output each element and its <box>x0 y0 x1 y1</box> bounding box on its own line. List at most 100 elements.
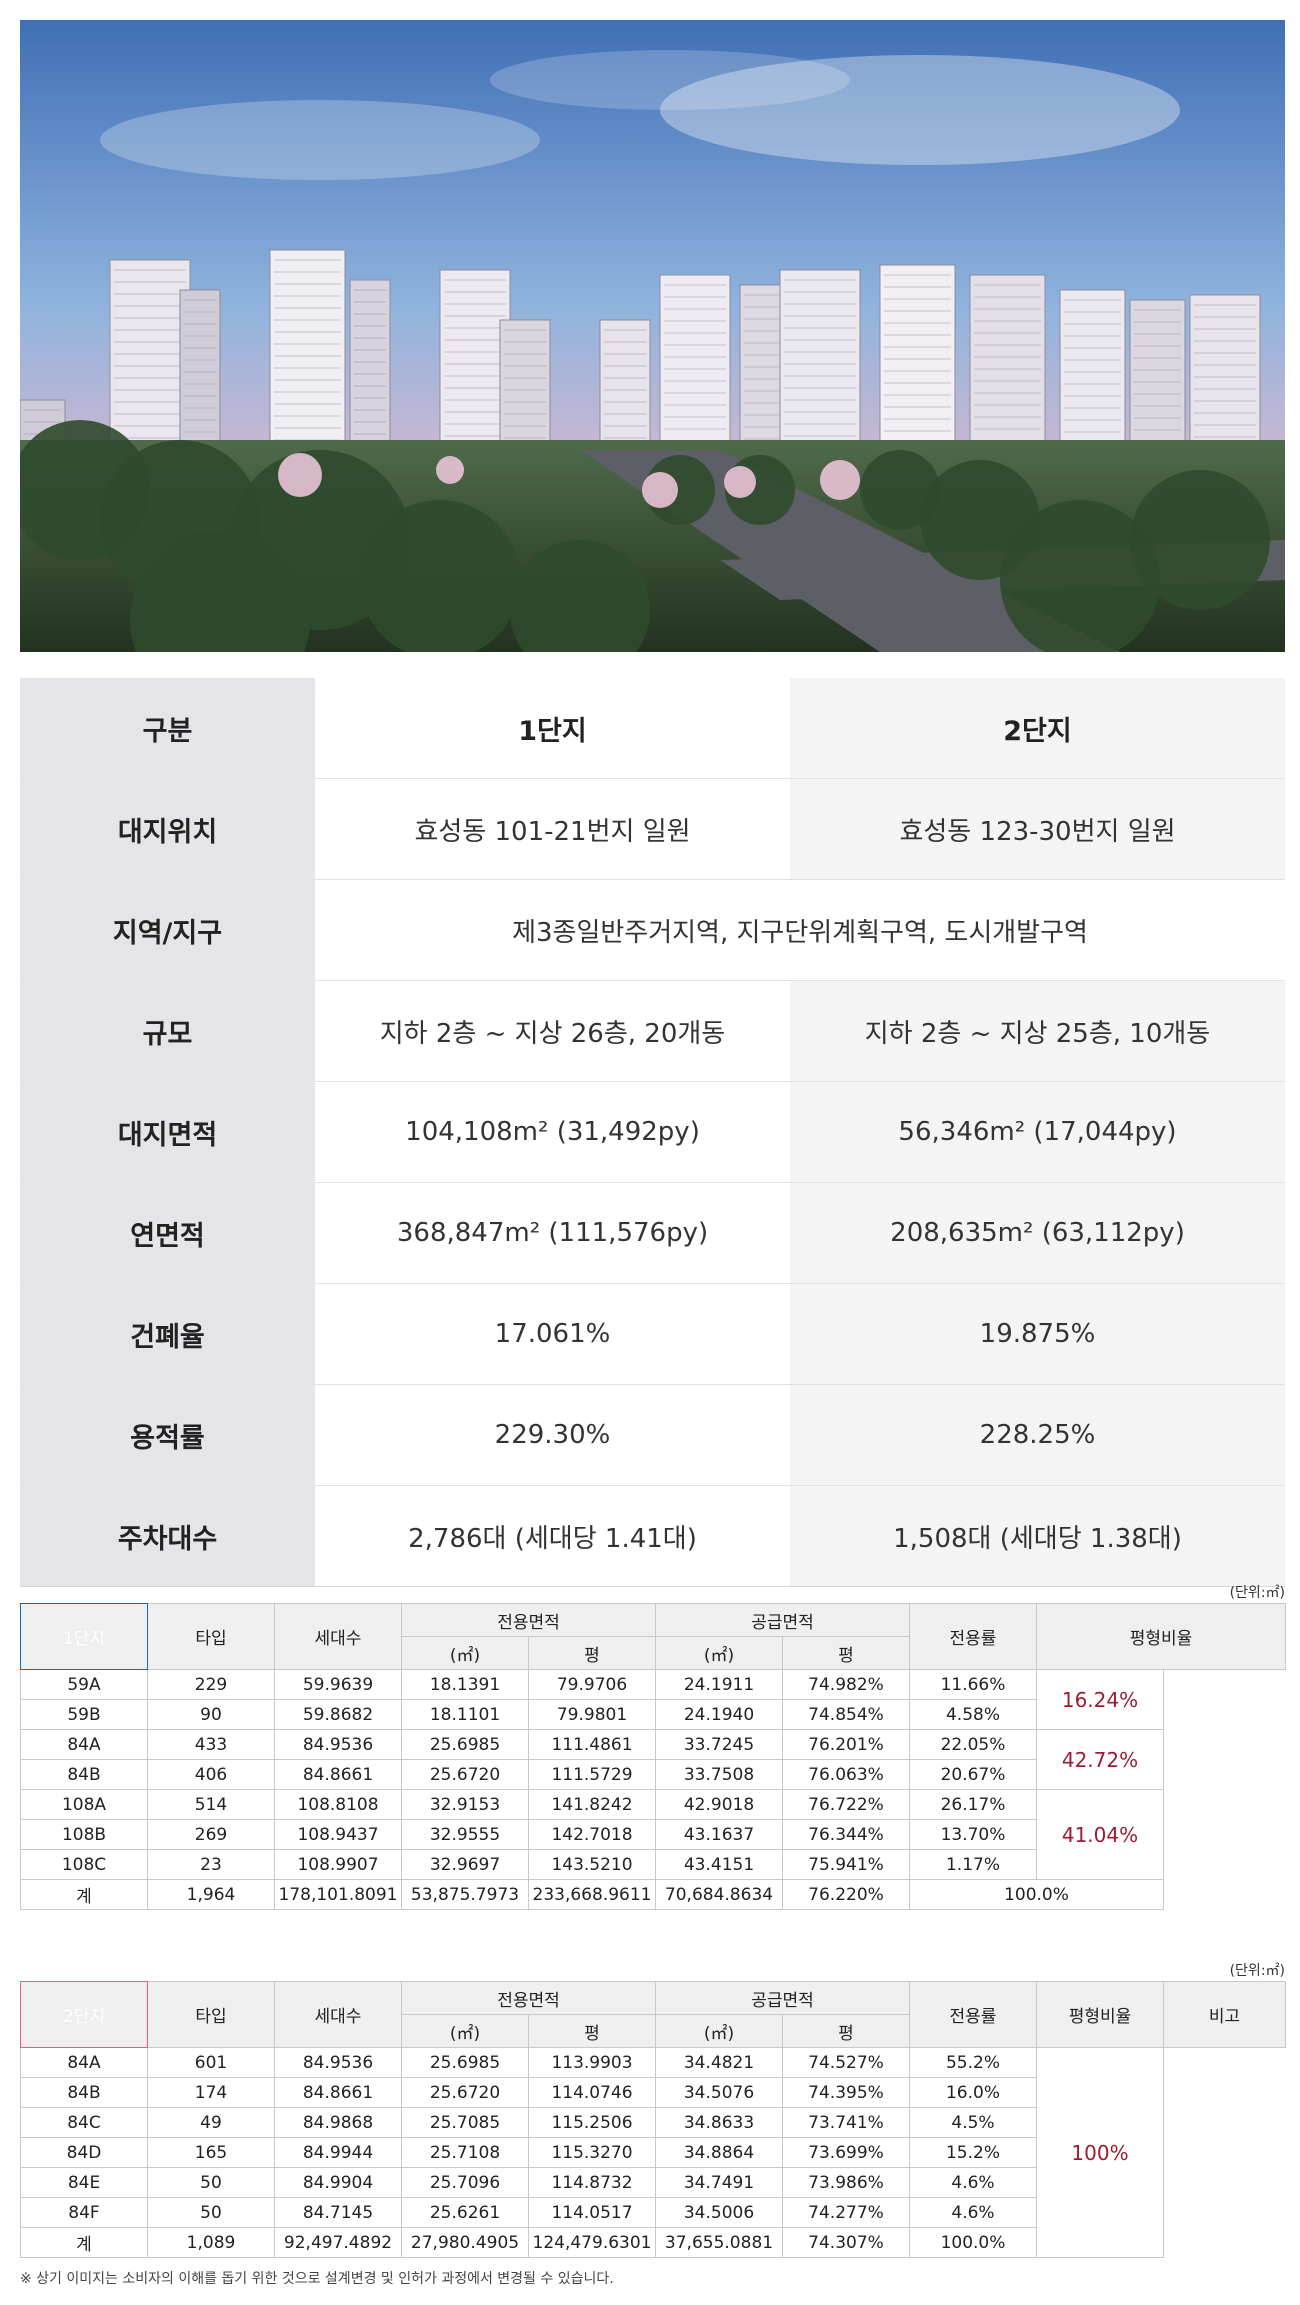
total-cell-households: 1,964 <box>147 1879 275 1910</box>
table-subheader-row: (㎡) 평 (㎡) 평 <box>21 1636 1286 1670</box>
cell-exclusive-sqm: 84.7145 <box>274 2197 402 2228</box>
overview-value-complex2: 1,508대 (세대당 1.38대) <box>790 1485 1285 1587</box>
cell-exclusive-pyeong: 25.6985 <box>401 2047 529 2078</box>
cell-type-ratio: 22.05% <box>909 1729 1037 1760</box>
unit-note: (단위:㎡) <box>1229 1963 1285 1979</box>
cell-exclusive-rate: 74.854% <box>782 1699 910 1730</box>
total-cell-type: 계 <box>20 2227 148 2258</box>
table-header-row: 2단지 타입 세대수 전용면적 공급면적 전용률 평형비율 비고 <box>20 1981 1286 2048</box>
cell-type: 84F <box>20 2197 148 2228</box>
cell-exclusive-sqm: 59.8682 <box>274 1699 402 1730</box>
cell-supply-pyeong: 24.1940 <box>655 1699 783 1730</box>
cell-exclusive-rate: 74.982% <box>782 1669 910 1700</box>
col-sqm: (㎡) <box>401 2014 529 2048</box>
cell-group-ratio: 16.24% <box>1036 1669 1164 1730</box>
cell-households: 229 <box>147 1669 275 1700</box>
cell-supply-pyeong: 43.1637 <box>655 1819 783 1850</box>
cell-type-ratio: 11.66% <box>909 1669 1037 1700</box>
cell-exclusive-rate: 73.699% <box>782 2137 910 2168</box>
overview-value-complex2: 효성동 123-30번지 일원 <box>790 778 1285 880</box>
cell-supply-sqm: 79.9706 <box>528 1669 656 1700</box>
total-cell-exclusive-sqm: 92,497.4892 <box>274 2227 402 2258</box>
cell-supply-pyeong: 34.7491 <box>655 2167 783 2198</box>
cell-exclusive-rate: 74.395% <box>782 2077 910 2108</box>
table-row: 84A 433 84.9536 25.6985 111.4861 33.7245 76.20… <box>20 1729 1286 1790</box>
col-exclusive-area: 전용면적 <box>401 1603 656 1637</box>
cell-remarks: 100% <box>1036 2047 1164 2258</box>
table-total-row: 계 1,964 178,101.8091 53,875.7973 233,668.961… <box>20 1879 1286 1910</box>
cell-exclusive-sqm: 84.9944 <box>274 2137 402 2168</box>
cell-exclusive-rate: 73.741% <box>782 2107 910 2138</box>
cell-exclusive-sqm: 84.9904 <box>274 2167 402 2198</box>
table-row: 84C 49 84.9868 25.7085 115.2506 34.8633 73.741… <box>20 2107 1286 2138</box>
cell-supply-pyeong: 33.7508 <box>655 1759 783 1790</box>
cell-households: 50 <box>147 2197 275 2228</box>
cell-supply-pyeong: 34.8633 <box>655 2107 783 2138</box>
cell-households: 514 <box>147 1789 275 1820</box>
cell-exclusive-sqm: 108.9907 <box>274 1849 402 1880</box>
total-cell-type-ratio: 100.0% <box>909 2227 1037 2258</box>
complex-overview-table: 구분 1단지 2단지 대지위치 효성동 101-21번지 일원 효성동 123-… <box>20 678 1285 1587</box>
cell-supply-sqm: 141.8242 <box>528 1789 656 1820</box>
total-cell-exclusive-rate: 76.220% <box>782 1879 910 1910</box>
cell-supply-sqm: 115.3270 <box>528 2137 656 2168</box>
cell-type-ratio: 55.2% <box>909 2047 1037 2078</box>
cell-supply-sqm: 114.0517 <box>528 2197 656 2228</box>
cell-exclusive-sqm: 84.9868 <box>274 2107 402 2138</box>
complex1-side-label: 1단지 <box>20 1603 148 1670</box>
cell-supply-sqm: 111.5729 <box>528 1759 656 1790</box>
col-supply-area: 공급면적 <box>655 1981 910 2015</box>
cell-supply-sqm: 143.5210 <box>528 1849 656 1880</box>
cell-type-ratio: 4.58% <box>909 1699 1037 1730</box>
overview-value-complex2: 208,635m² (63,112py) <box>790 1182 1285 1284</box>
cell-type: 84B <box>20 2077 148 2108</box>
overview-value-complex1: 17.061% <box>315 1283 790 1385</box>
overview-value-complex1: 지하 2층 ~ 지상 26층, 20개동 <box>315 980 790 1082</box>
cell-exclusive-pyeong: 32.9153 <box>401 1789 529 1820</box>
overview-value-complex2: 19.875% <box>790 1283 1285 1385</box>
overview-label-cell: 건폐율 <box>20 1283 315 1385</box>
total-cell-supply-sqm: 124,479.6301 <box>528 2227 656 2258</box>
cell-type-ratio: 26.17% <box>909 1789 1037 1820</box>
overview-row-site-area: 대지면적 104,108m² (31,492py) 56,346m² (17,0… <box>20 1081 1285 1183</box>
overview-value-complex1: 효성동 101-21번지 일원 <box>315 778 790 880</box>
cell-exclusive-pyeong: 25.6720 <box>401 1759 529 1790</box>
cell-supply-sqm: 111.4861 <box>528 1729 656 1760</box>
cell-supply-pyeong: 42.9018 <box>655 1789 783 1820</box>
overview-value-complex1: 104,108m² (31,492py) <box>315 1081 790 1183</box>
cell-households: 601 <box>147 2047 275 2078</box>
cell-households: 49 <box>147 2107 275 2138</box>
cell-type-ratio: 13.70% <box>909 1819 1037 1850</box>
col-exclusive-rate: 전용률 <box>909 1981 1037 2048</box>
cell-exclusive-pyeong: 32.9697 <box>401 1849 529 1880</box>
cell-households: 433 <box>147 1729 275 1760</box>
col-type-ratio: 평형비율 <box>1036 1981 1164 2048</box>
cell-supply-pyeong: 33.7245 <box>655 1729 783 1760</box>
cell-households: 50 <box>147 2167 275 2198</box>
cell-exclusive-rate: 76.722% <box>782 1789 910 1820</box>
col-pyeong: 평 <box>782 1636 910 1670</box>
col-households: 세대수 <box>274 1603 402 1670</box>
total-cell-type: 계 <box>20 1879 148 1910</box>
cell-exclusive-pyeong: 18.1101 <box>401 1699 529 1730</box>
cell-supply-pyeong: 24.1911 <box>655 1669 783 1700</box>
cell-supply-sqm: 142.7018 <box>528 1819 656 1850</box>
cell-type: 59B <box>20 1699 148 1730</box>
total-cell-exclusive-pyeong: 27,980.4905 <box>401 2227 529 2258</box>
table-row: 84F 50 84.7145 25.6261 114.0517 34.5006 74.277… <box>20 2197 1286 2228</box>
total-cell-exclusive-pyeong: 53,875.7973 <box>401 1879 529 1910</box>
cell-households: 90 <box>147 1699 275 1730</box>
col-type-ratio: 평형비율 <box>1036 1603 1286 1670</box>
cell-exclusive-pyeong: 25.7096 <box>401 2167 529 2198</box>
col-sqm: (㎡) <box>401 1636 529 1670</box>
overview-value-complex1: 229.30% <box>315 1384 790 1486</box>
cell-type: 84A <box>20 2047 148 2078</box>
total-cell-type-ratio: 100.0% <box>909 1879 1164 1910</box>
overview-row-scale: 규모 지하 2층 ~ 지상 26층, 20개동 지하 2층 ~ 지상 25층, … <box>20 980 1285 1082</box>
overview-row-zoning: 지역/지구 제3종일반주거지역, 지구단위계획구역, 도시개발구역 <box>20 879 1285 981</box>
cell-type-ratio: 1.17% <box>909 1849 1037 1880</box>
table-row: 84A 601 84.9536 25.6985 113.9903 34.4821 74.52… <box>20 2047 1286 2258</box>
total-cell-households: 1,089 <box>147 2227 275 2258</box>
cell-supply-pyeong: 34.5076 <box>655 2077 783 2108</box>
cell-exclusive-sqm: 84.8661 <box>274 1759 402 1790</box>
